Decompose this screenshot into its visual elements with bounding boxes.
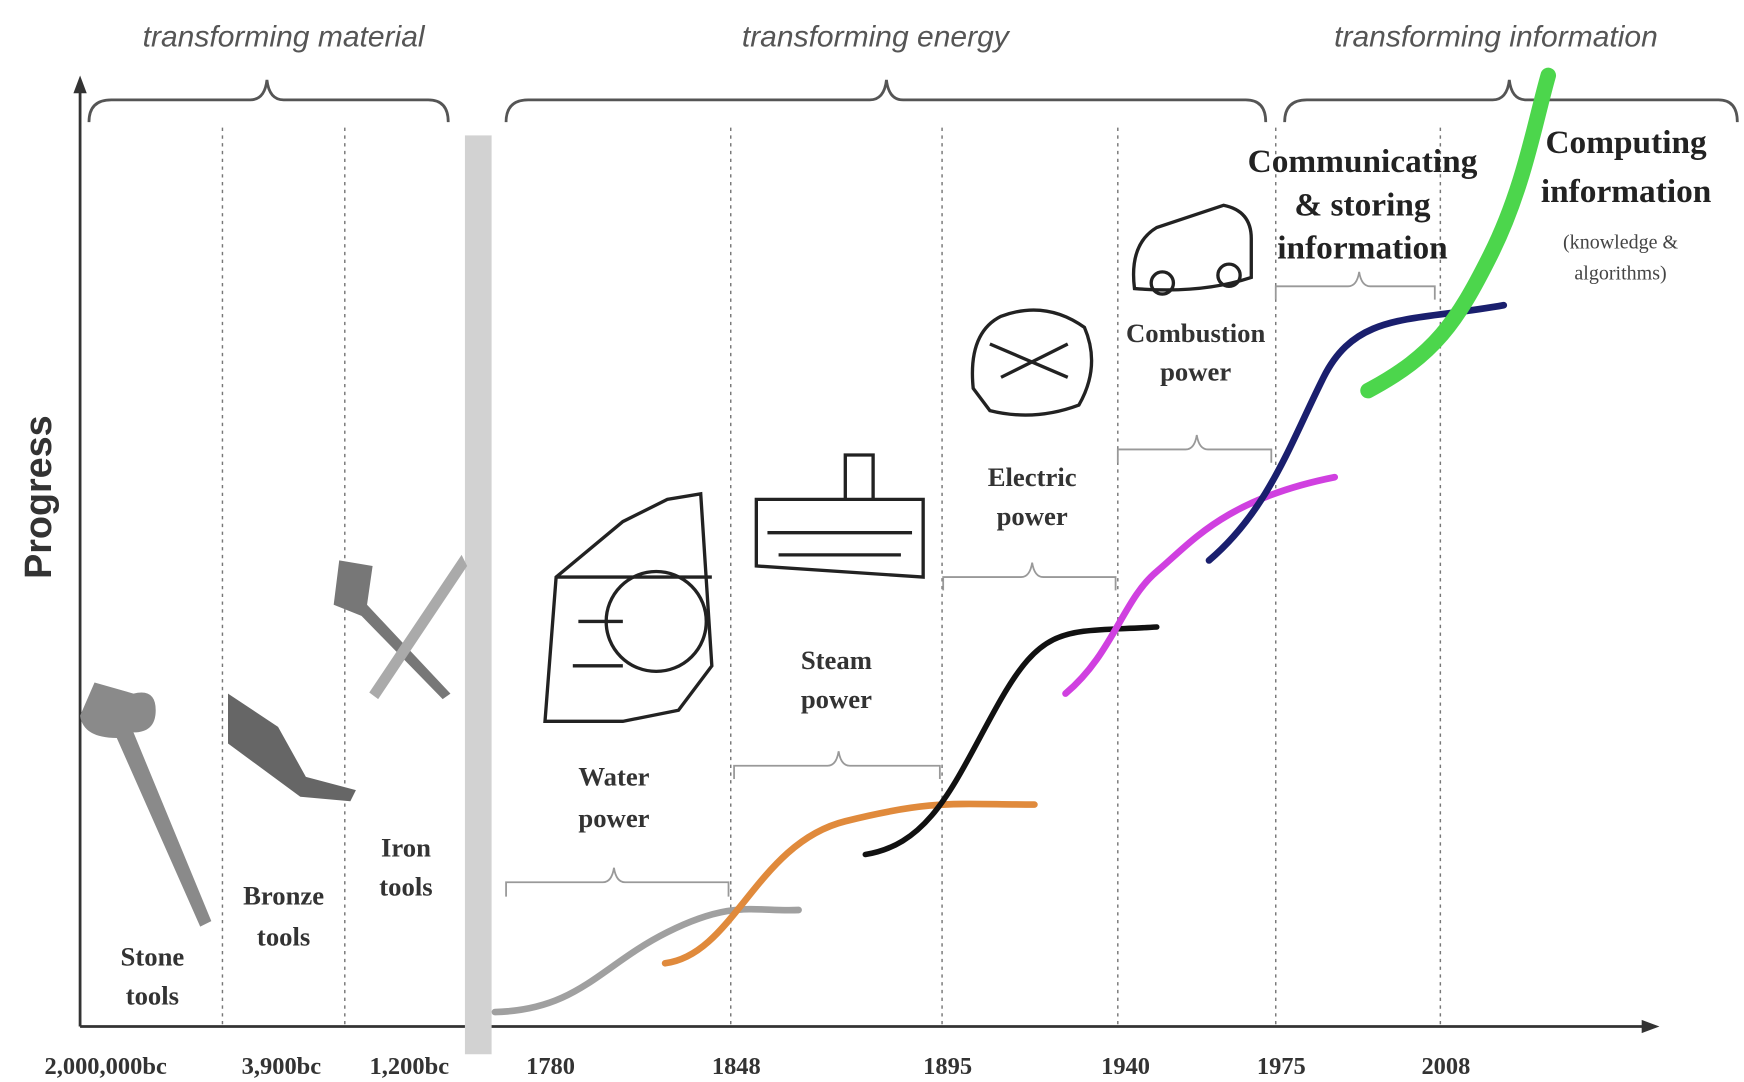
axis-break <box>465 135 492 1054</box>
x-label: 2,000,000bc <box>45 1053 167 1080</box>
era-label: transforming information <box>1334 21 1658 54</box>
stage-label: power <box>1160 357 1231 387</box>
stage-label: Bronze <box>243 880 324 910</box>
stage-label: information <box>1541 173 1712 210</box>
stage-label: information <box>1277 230 1448 267</box>
stage-note: (knowledge & <box>1563 232 1678 254</box>
stage-label: tools <box>126 980 179 1010</box>
x-label: 1895 <box>923 1053 972 1080</box>
era-label: transforming material <box>143 21 426 54</box>
stage-label: Steam <box>801 645 872 675</box>
era-label: transforming energy <box>742 21 1011 54</box>
x-label: 1848 <box>712 1053 761 1080</box>
diagram: transforming material transforming energ… <box>0 0 1744 1082</box>
stage-label: tools <box>257 922 310 952</box>
x-label: 2008 <box>1421 1053 1470 1080</box>
y-axis-label: Progress <box>18 415 60 579</box>
x-label: 1,200bc <box>370 1053 450 1080</box>
stage-label: power <box>578 803 649 833</box>
era-braces <box>89 80 1737 122</box>
x-label: 1940 <box>1101 1053 1150 1080</box>
x-label: 1780 <box>526 1053 575 1080</box>
stage-label: & storing <box>1294 186 1431 223</box>
stage-label: Communicating <box>1248 143 1478 180</box>
stage-label: power <box>801 684 872 714</box>
stage-label: Iron <box>381 833 431 863</box>
x-label: 3,900bc <box>242 1053 322 1080</box>
stage-note: algorithms) <box>1574 263 1666 285</box>
stage-label: Computing <box>1545 124 1707 161</box>
x-labels: 2,000,000bc 3,900bc 1,200bc 1780 1848 1895 194… <box>45 1053 1471 1080</box>
stage-label: Electric <box>988 462 1077 492</box>
stage-label: Water <box>578 762 649 792</box>
stage-label: Combustion <box>1126 318 1266 348</box>
stage-label: power <box>997 501 1068 531</box>
x-label: 1975 <box>1257 1053 1306 1080</box>
stage-label: Stone <box>120 942 184 972</box>
illustrations <box>80 205 1251 926</box>
stage-label: tools <box>379 872 432 902</box>
